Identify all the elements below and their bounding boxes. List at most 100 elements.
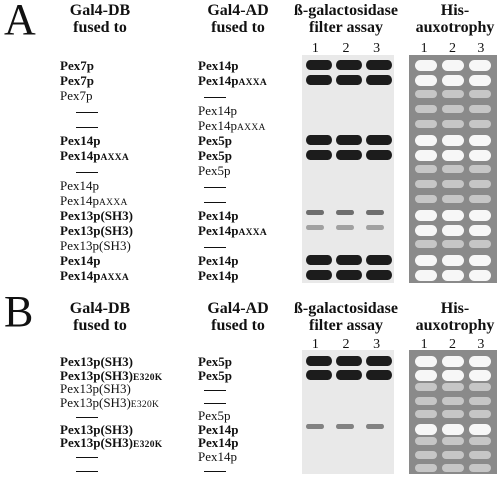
db-construct: Pex14pAXXA [60,268,129,286]
filter-spot [366,60,392,70]
filter-header-line-2: filter assay [309,317,383,334]
growth-spot [415,120,437,128]
panel-a: A Gal4-DB fused to Gal4-AD fused to ß-ga… [4,0,497,286]
growth-spot [415,90,437,98]
filter-spot [366,210,384,215]
ad-construct: Pex5p [198,354,232,369]
construct-name: Pex7p [60,73,94,88]
growth-spot [442,255,464,266]
construct-name: Pex13p(SH3) [60,223,133,238]
ad-header-line-2: fused to [211,317,265,334]
filter-spot [336,423,354,429]
filter-spot [366,423,384,429]
construct-name: Pex5p [198,148,232,163]
db-header: Gal4-DB fused to [40,300,160,334]
growth-spot [469,423,491,435]
ad-construct [198,178,226,193]
growth-spot [469,90,491,98]
construct-name: Pex14p [60,268,101,283]
growth-spot [469,270,491,281]
empty-vector-dash [204,201,226,203]
construct-name: Pex14p [198,435,239,450]
filter-lane-numbers: 1 2 3 [300,42,392,56]
lane-number: 2 [342,41,350,56]
growth-spot [415,195,437,203]
growth-spot [415,150,437,161]
filter-lane-numbers: 1 2 3 [300,338,392,352]
filter-spot [366,255,392,265]
construct-name: Pex5p [198,367,232,383]
lane-number: 1 [420,337,428,352]
mutation-suffix: AXXA [238,78,268,88]
db-construct [60,408,98,423]
growth-spot [415,135,437,146]
growth-spot [442,195,464,203]
growth-spot [469,437,491,445]
mutation-suffix: AXXA [238,228,268,238]
db-construct: Pex14p [60,253,100,268]
growth-spot [469,210,491,221]
growth-spot [469,75,491,86]
ad-construct: Pex14p [198,268,238,283]
construct-name: Pex14p [198,118,237,133]
empty-vector-dash [76,470,98,472]
construct-name: Pex13p(SH3) [60,238,131,253]
construct-name: Pex14p [198,421,239,437]
db-construct: Pex14pAXXA [60,193,128,211]
growth-spot [415,383,437,391]
construct-name: Pex5p [198,163,231,178]
construct-name: Pex14p [198,58,239,73]
growth-spot [469,410,491,418]
ad-construct: Pex5p [198,148,232,163]
construct-name: Pex14p [198,253,239,268]
empty-vector-dash [76,126,98,128]
db-construct: Pex7p [60,73,94,88]
growth-spot [442,165,464,173]
ad-construct: Pex14p [198,449,237,464]
filter-spot [306,369,332,380]
filter-spot [306,356,332,366]
filter-spot [366,369,392,380]
construct-name: Pex5p [198,408,231,423]
growth-spot [415,75,437,86]
growth-spot [415,437,437,445]
filter-header-line-1: ß-galactosidase [294,300,398,317]
growth-spot [415,240,437,248]
db-construct: Pex13p(SH3)E320K [60,368,162,386]
ad-header-line-1: Gal4-AD [207,300,269,317]
db-construct: Pex14p [60,178,99,193]
db-construct [60,462,98,477]
lane-number: 1 [420,41,428,56]
his-header-line-1: His- [440,2,470,19]
empty-vector-dash [204,389,226,391]
lane-number: 2 [342,337,350,352]
filter-spot [306,150,332,160]
construct-name: Pex13p(SH3) [60,381,131,396]
growth-spot [415,225,437,236]
lane-number: 1 [311,337,319,352]
empty-vector-dash [204,96,226,98]
growth-spot [415,105,437,113]
growth-spot [415,270,437,281]
construct-name: Pex7p [60,88,93,103]
filter-header-line-1: ß-galactosidase [294,2,398,19]
filter-spot [306,270,332,280]
db-construct: Pex13p(SH3)E320K [60,435,162,453]
filter-header: ß-galactosidase filter assay [285,2,407,36]
growth-spot [442,423,464,435]
growth-spot [415,255,437,266]
ad-construct [198,462,226,477]
filter-spot [306,255,332,265]
mutation-suffix: E320K [130,399,160,410]
construct-name: Pex14p [198,268,239,283]
filter-spot [336,369,362,380]
growth-spot [442,450,464,459]
growth-spot [442,410,464,418]
filter-spot [366,75,392,85]
growth-spot [469,255,491,266]
filter-spot [366,270,392,280]
filter-spot [366,225,384,230]
ad-construct: Pex14pAXXA [198,73,267,91]
ad-construct: Pex5p [198,163,231,178]
empty-vector-dash [76,171,98,173]
